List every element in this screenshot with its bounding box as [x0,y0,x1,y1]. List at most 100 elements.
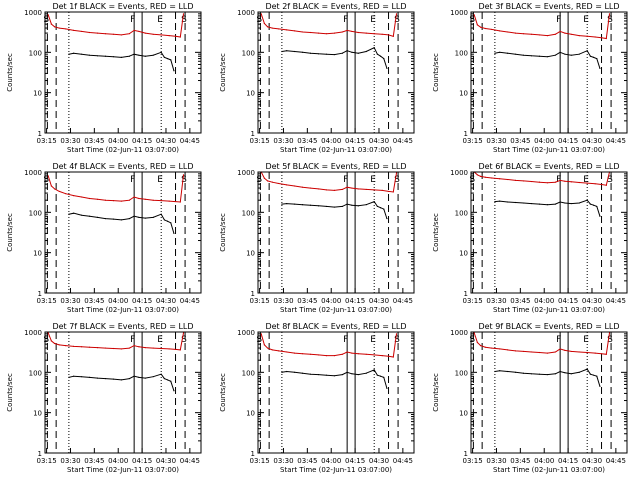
marker-label: S [394,175,400,185]
events-point [88,54,91,56]
events-point [170,380,172,382]
events-point [351,204,353,206]
events-point [499,51,501,53]
y-tick-label: 10 [246,90,255,98]
lld-point [530,33,533,35]
events-point [286,50,288,52]
events-point [494,200,496,203]
lld-point [271,27,273,29]
y-tick-label: 10 [33,90,42,98]
lld-point [373,189,375,191]
plot-frame [257,331,415,454]
events-point [281,371,283,373]
marker-label: S [469,335,475,345]
lld-point [47,14,49,16]
events-point [559,51,561,53]
events-point [333,53,336,56]
lld-point [65,345,67,347]
marker-label: S [469,15,475,25]
events-point [309,204,312,206]
events-point [494,52,496,54]
lld-point [605,353,607,355]
lld-point [144,32,146,34]
events-point [538,203,541,205]
events-point [379,207,382,209]
events-point [281,203,283,205]
events-point [104,377,107,380]
marker-label: S [607,175,613,185]
events-point [68,53,70,55]
events-point [341,373,343,376]
lld-point [309,31,312,34]
marker-label: E [370,335,376,345]
events-point [530,373,533,375]
events-point [596,375,598,377]
events-point [599,385,601,387]
marker-label: E [370,15,376,25]
lld-point [128,199,130,201]
x-tick-label: 04:15 [132,137,152,145]
x-tick-label: 04:00 [534,297,554,305]
lld-point [546,34,549,37]
lld-point [73,345,75,347]
x-tick-label: 04:00 [108,457,128,465]
lld-point [160,34,162,36]
x-tick-label: 04:15 [558,297,578,305]
x-tick-label: 03:15 [36,297,56,305]
marker-label: F [130,15,135,25]
marker-label: S [43,15,49,25]
events-point [346,50,348,52]
lld-point [578,351,580,353]
x-tick-label: 03:45 [84,137,104,145]
lld-point [317,188,320,190]
y-tick-label: 1000 [450,9,468,17]
events-point [346,371,348,373]
events-point [96,55,99,57]
events-point [514,201,517,204]
y-tick-label: 1000 [237,329,255,337]
events-point [570,202,572,205]
lld-point [271,349,273,351]
events-point [144,217,146,219]
events-point [586,50,588,52]
lld-point [564,349,566,351]
x-tick-label: 04:15 [345,457,365,465]
lld-point [88,346,91,348]
y-tick-label: 1 [251,130,255,138]
x-tick-label: 04:30 [369,297,389,305]
lld-point [365,353,367,355]
lld-point [476,24,478,26]
events-point [386,67,388,69]
x-tick-label: 04:00 [321,297,341,305]
x-tick-label: 03:45 [510,297,530,305]
events-point [152,54,154,56]
marker-label: F [343,175,348,185]
events-point [376,205,378,208]
x-tick-label: 04:45 [393,137,413,145]
marker-label: S [181,15,187,25]
events-point [586,199,588,201]
lld-point [346,29,348,31]
lld-point [586,351,588,354]
events-series-line [68,373,175,391]
lld-point [144,198,146,200]
x-tick-label: 04:00 [321,137,341,145]
y-tick-label: 1 [251,450,255,458]
lld-series-line [47,332,184,351]
x-tick-label: 04:30 [156,137,176,145]
events-point [170,59,172,61]
events-point [522,54,525,56]
lld-point [96,198,99,200]
lld-point [73,194,75,197]
events-point [514,371,517,373]
events-point [317,205,320,207]
marker-label: S [607,15,613,25]
y-tick-label: 1 [38,130,42,138]
y-tick-label: 10 [459,410,468,418]
marker-label: F [556,335,561,345]
